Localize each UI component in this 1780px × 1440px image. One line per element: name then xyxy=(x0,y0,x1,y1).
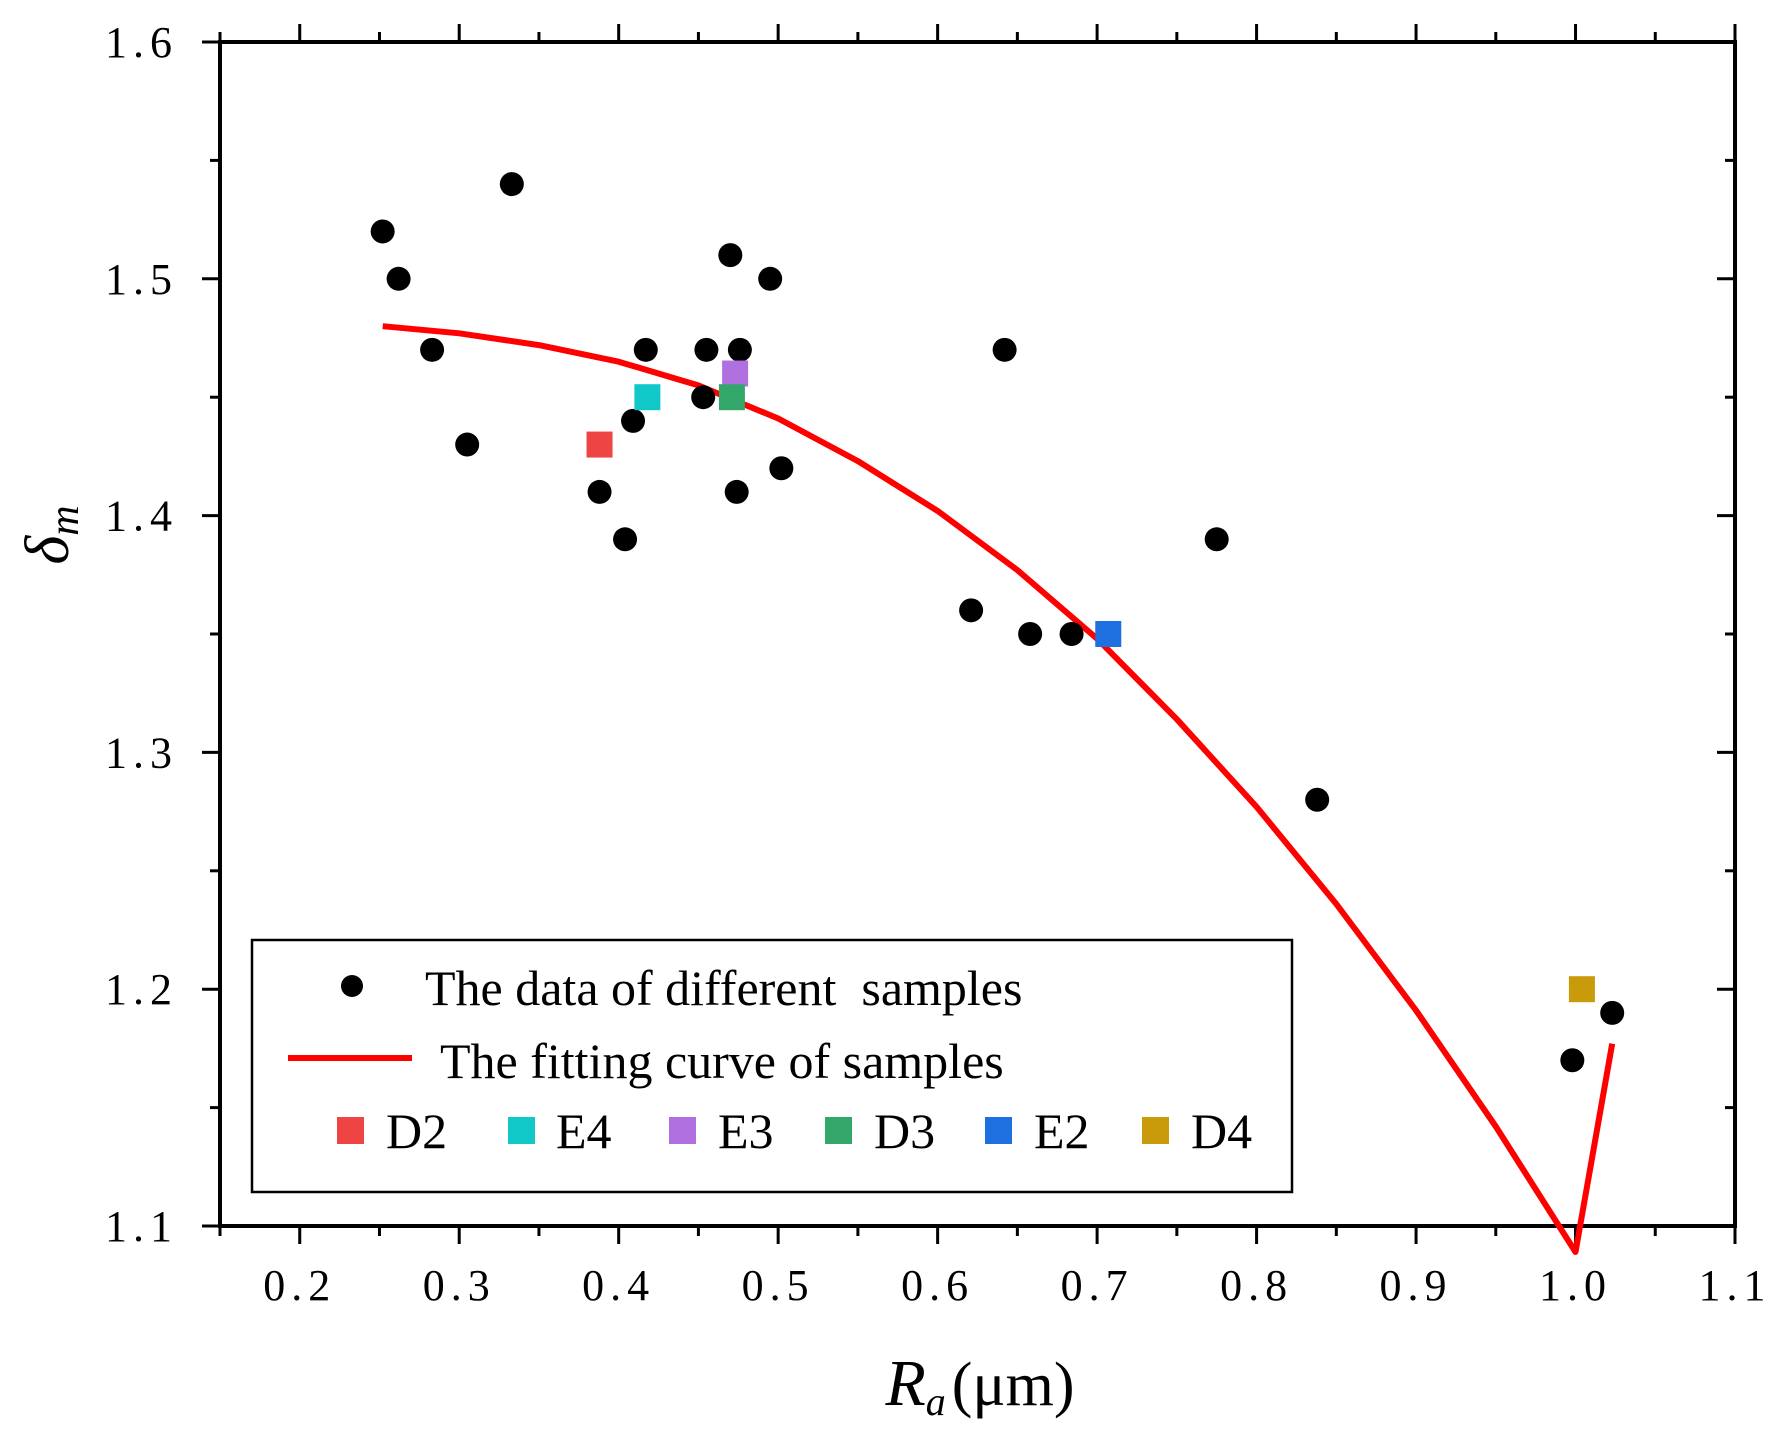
x-tick-label: 0.3 xyxy=(423,1261,496,1310)
data-point xyxy=(959,598,984,623)
fitting-curve xyxy=(382,323,1616,1255)
y-tick-label: 1.4 xyxy=(105,492,178,541)
data-point xyxy=(724,479,749,504)
x-tick-label: 0.2 xyxy=(263,1261,336,1310)
data-point xyxy=(1560,1048,1585,1073)
sample-point-d2 xyxy=(586,431,613,458)
legend-marker-samples xyxy=(341,975,363,997)
x-tick-label: 1.1 xyxy=(1699,1261,1772,1310)
x-tick-label: 0.7 xyxy=(1061,1261,1134,1310)
x-tick-label: 0.8 xyxy=(1220,1261,1293,1310)
y-tick-label: 1.1 xyxy=(105,1202,178,1251)
data-point xyxy=(420,337,445,362)
sample-point-d3 xyxy=(718,384,745,411)
data-point xyxy=(1600,1000,1625,1025)
data-points-layer xyxy=(370,172,1625,1073)
x-tick-label: 0.6 xyxy=(901,1261,974,1310)
x-axis-label: Ra(μm) xyxy=(884,1347,1074,1424)
data-point xyxy=(1059,622,1084,646)
data-point xyxy=(691,385,716,410)
legend-label-fit: The fitting curve of samples xyxy=(440,1033,1004,1089)
y-tick-label: 1.5 xyxy=(105,255,178,304)
sample-point-e2 xyxy=(1095,621,1122,647)
legend-marker-d4 xyxy=(1142,1117,1169,1144)
data-point xyxy=(1018,622,1043,646)
legend-label-samples: The data of different samples xyxy=(425,960,1022,1016)
data-point xyxy=(1305,787,1330,812)
data-point xyxy=(1204,527,1229,552)
sample-point-e4 xyxy=(634,384,661,411)
data-point xyxy=(587,479,612,504)
y-axis-label: δm xyxy=(14,505,88,564)
sample-point-d4 xyxy=(1568,976,1595,1003)
legend-label-e3: E3 xyxy=(718,1103,774,1159)
data-point xyxy=(727,337,752,362)
x-tick-label: 1.0 xyxy=(1539,1261,1612,1310)
data-point xyxy=(370,219,395,244)
sample-point-e3 xyxy=(722,360,749,387)
data-point xyxy=(769,456,794,481)
data-point xyxy=(633,337,658,362)
data-point xyxy=(455,432,480,457)
data-point xyxy=(718,243,743,268)
data-point xyxy=(992,337,1017,362)
x-tick-label: 0.9 xyxy=(1380,1261,1453,1310)
legend-label-d3: D3 xyxy=(874,1103,935,1159)
data-point xyxy=(758,266,783,291)
legend-label-e4: E4 xyxy=(556,1103,612,1159)
legend-marker-d3 xyxy=(825,1117,852,1144)
x-tick-label: 0.4 xyxy=(582,1261,655,1310)
data-point xyxy=(694,337,719,362)
legend-marker-e4 xyxy=(508,1117,535,1144)
y-tick-label: 1.3 xyxy=(105,728,178,777)
y-tick-label: 1.6 xyxy=(105,18,178,67)
legend-label-d4: D4 xyxy=(1191,1103,1252,1159)
data-point xyxy=(499,172,524,197)
legend-marker-e2 xyxy=(985,1117,1012,1144)
data-point xyxy=(386,266,411,291)
legend: The data of different samples The fittin… xyxy=(250,938,1294,1194)
data-point xyxy=(613,527,638,552)
x-tick-labels: 0.2 0.3 0.4 0.5 0.6 0.7 0.8 0.9 1.0 1.1 xyxy=(263,1261,1772,1310)
y-tick-label: 1.2 xyxy=(105,965,178,1014)
fitting-curve-layer xyxy=(382,323,1616,1255)
legend-label-e2: E2 xyxy=(1034,1103,1090,1159)
data-point xyxy=(621,408,646,433)
legend-box xyxy=(250,938,1294,1194)
legend-marker-d2 xyxy=(337,1117,364,1144)
x-tick-label: 0.5 xyxy=(742,1261,815,1310)
legend-marker-e3 xyxy=(669,1117,696,1144)
legend-label-d2: D2 xyxy=(386,1103,447,1159)
y-tick-labels: 1.1 1.2 1.3 1.4 1.5 1.6 xyxy=(105,18,178,1251)
